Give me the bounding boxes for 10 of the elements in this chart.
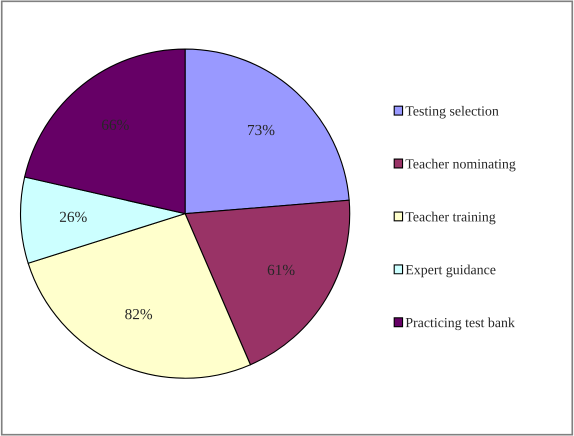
data-label: 66%: [102, 120, 129, 130]
data-label: 26%: [60, 212, 87, 222]
legend-label: Teacher nominating: [406, 158, 516, 172]
legend-label: Testing selection: [406, 106, 499, 118]
data-label: 82%: [125, 308, 152, 320]
data-label: 73%: [248, 124, 274, 136]
legend-label: Teacher training: [406, 212, 496, 224]
legend-label: Expert guidance: [406, 264, 496, 278]
legend-label: Practicing test bank: [406, 318, 515, 330]
data-label: 61%: [268, 264, 295, 276]
